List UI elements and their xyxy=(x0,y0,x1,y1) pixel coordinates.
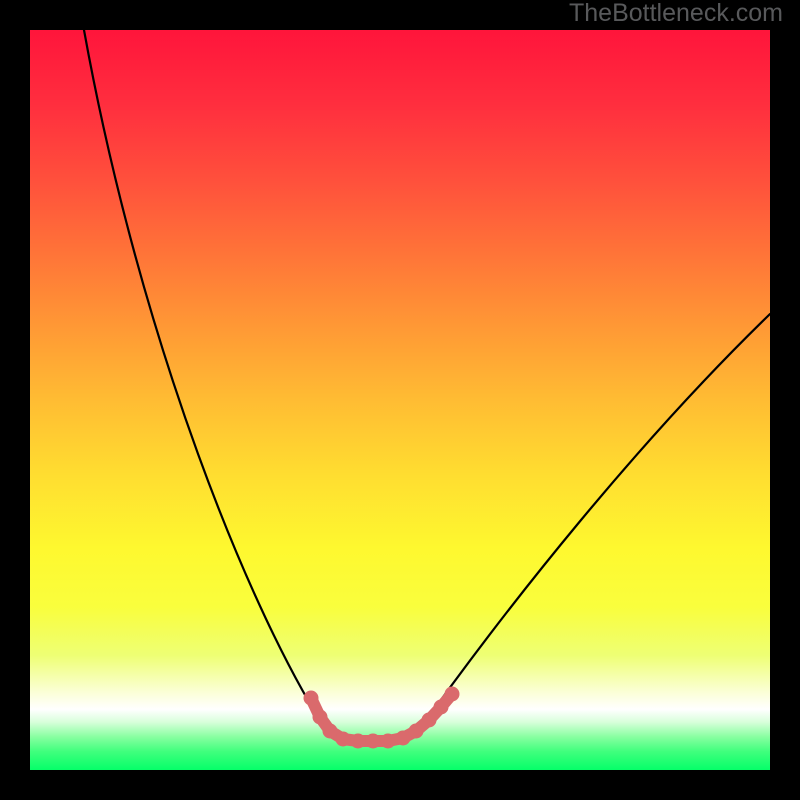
curve-marker xyxy=(396,731,411,746)
bottleneck-chart xyxy=(0,0,800,800)
curve-marker xyxy=(304,691,319,706)
watermark-text: TheBottleneck.com xyxy=(569,0,783,28)
curve-marker xyxy=(351,734,366,749)
curve-marker xyxy=(381,734,396,749)
curve-marker xyxy=(422,713,437,728)
curve-marker xyxy=(434,700,449,715)
curve-marker xyxy=(323,724,338,739)
gradient-background xyxy=(30,30,770,770)
curve-marker xyxy=(409,724,424,739)
curve-marker xyxy=(313,710,328,725)
curve-marker xyxy=(445,687,460,702)
curve-marker xyxy=(366,734,381,749)
curve-marker xyxy=(336,732,351,747)
